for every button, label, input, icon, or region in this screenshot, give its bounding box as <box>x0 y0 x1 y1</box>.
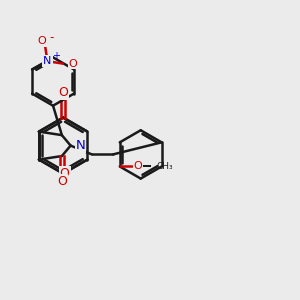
Text: CH₃: CH₃ <box>156 162 173 171</box>
Text: O: O <box>134 161 142 172</box>
Text: -: - <box>50 31 54 44</box>
Text: O: O <box>69 58 77 69</box>
Text: O: O <box>57 175 67 188</box>
Text: +: + <box>52 51 60 61</box>
Text: N: N <box>76 139 85 152</box>
Text: O: O <box>60 167 70 180</box>
Text: O: O <box>38 36 46 46</box>
Text: O: O <box>58 86 68 99</box>
Text: N: N <box>43 56 52 66</box>
